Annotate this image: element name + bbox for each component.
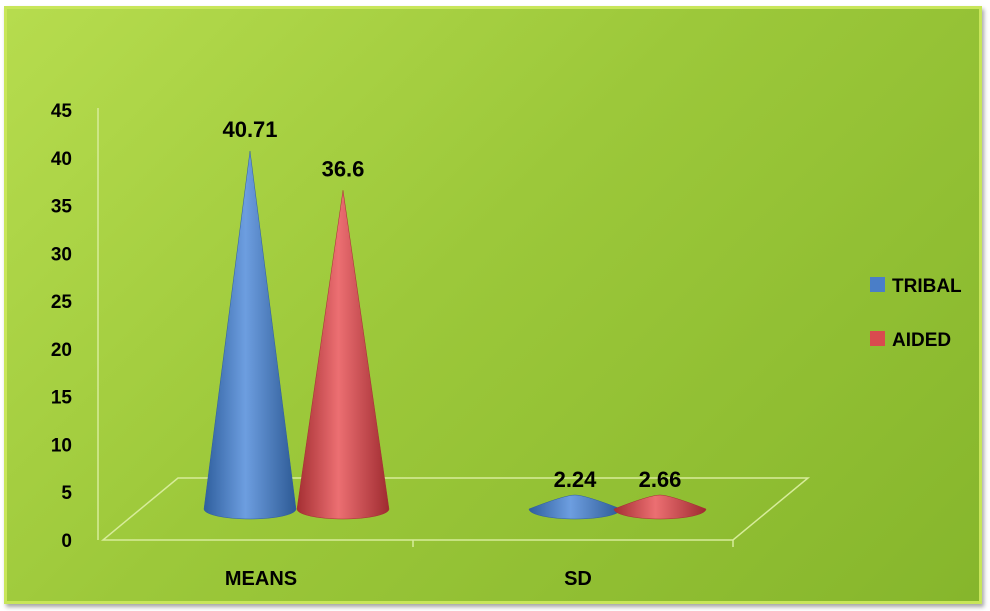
legend-label: TRIBAL [892, 276, 962, 297]
cone-body [296, 190, 390, 520]
x-category-label: MEANS [225, 568, 297, 590]
y-tick-label: 45 [51, 101, 73, 122]
cone-body [528, 494, 622, 520]
legend-label: AIDED [892, 330, 951, 351]
x-category-label: SD [564, 568, 592, 590]
cone-tribal-sd [528, 494, 622, 520]
y-tick-label: 25 [51, 292, 73, 313]
y-tick-label: 30 [51, 244, 72, 265]
chart-floor [100, 477, 811, 541]
data-label: 2.24 [554, 467, 598, 492]
y-tick-label: 40 [51, 149, 72, 170]
data-label: 2.66 [639, 467, 682, 492]
y-tick-label: 20 [51, 340, 72, 361]
y-tick-label: 10 [51, 435, 72, 456]
y-tick-label: 35 [51, 197, 73, 218]
cone-body [203, 150, 297, 520]
y-tick-label: 0 [61, 531, 72, 552]
legend-swatch [870, 331, 885, 346]
data-label: 40.71 [222, 117, 277, 142]
cone-aided-means [296, 190, 390, 520]
legend-item-aided: AIDED [870, 330, 951, 351]
chart-area [4, 6, 982, 604]
cone-aided-sd [613, 494, 707, 520]
cone-body [613, 494, 707, 520]
cone-tribal-means [203, 150, 297, 520]
y-tick-label: 15 [51, 388, 73, 409]
legend-swatch [870, 277, 885, 292]
y-tick-label: 5 [61, 483, 72, 504]
data-label: 36.6 [322, 156, 365, 181]
legend-item-tribal: TRIBAL [870, 276, 962, 297]
